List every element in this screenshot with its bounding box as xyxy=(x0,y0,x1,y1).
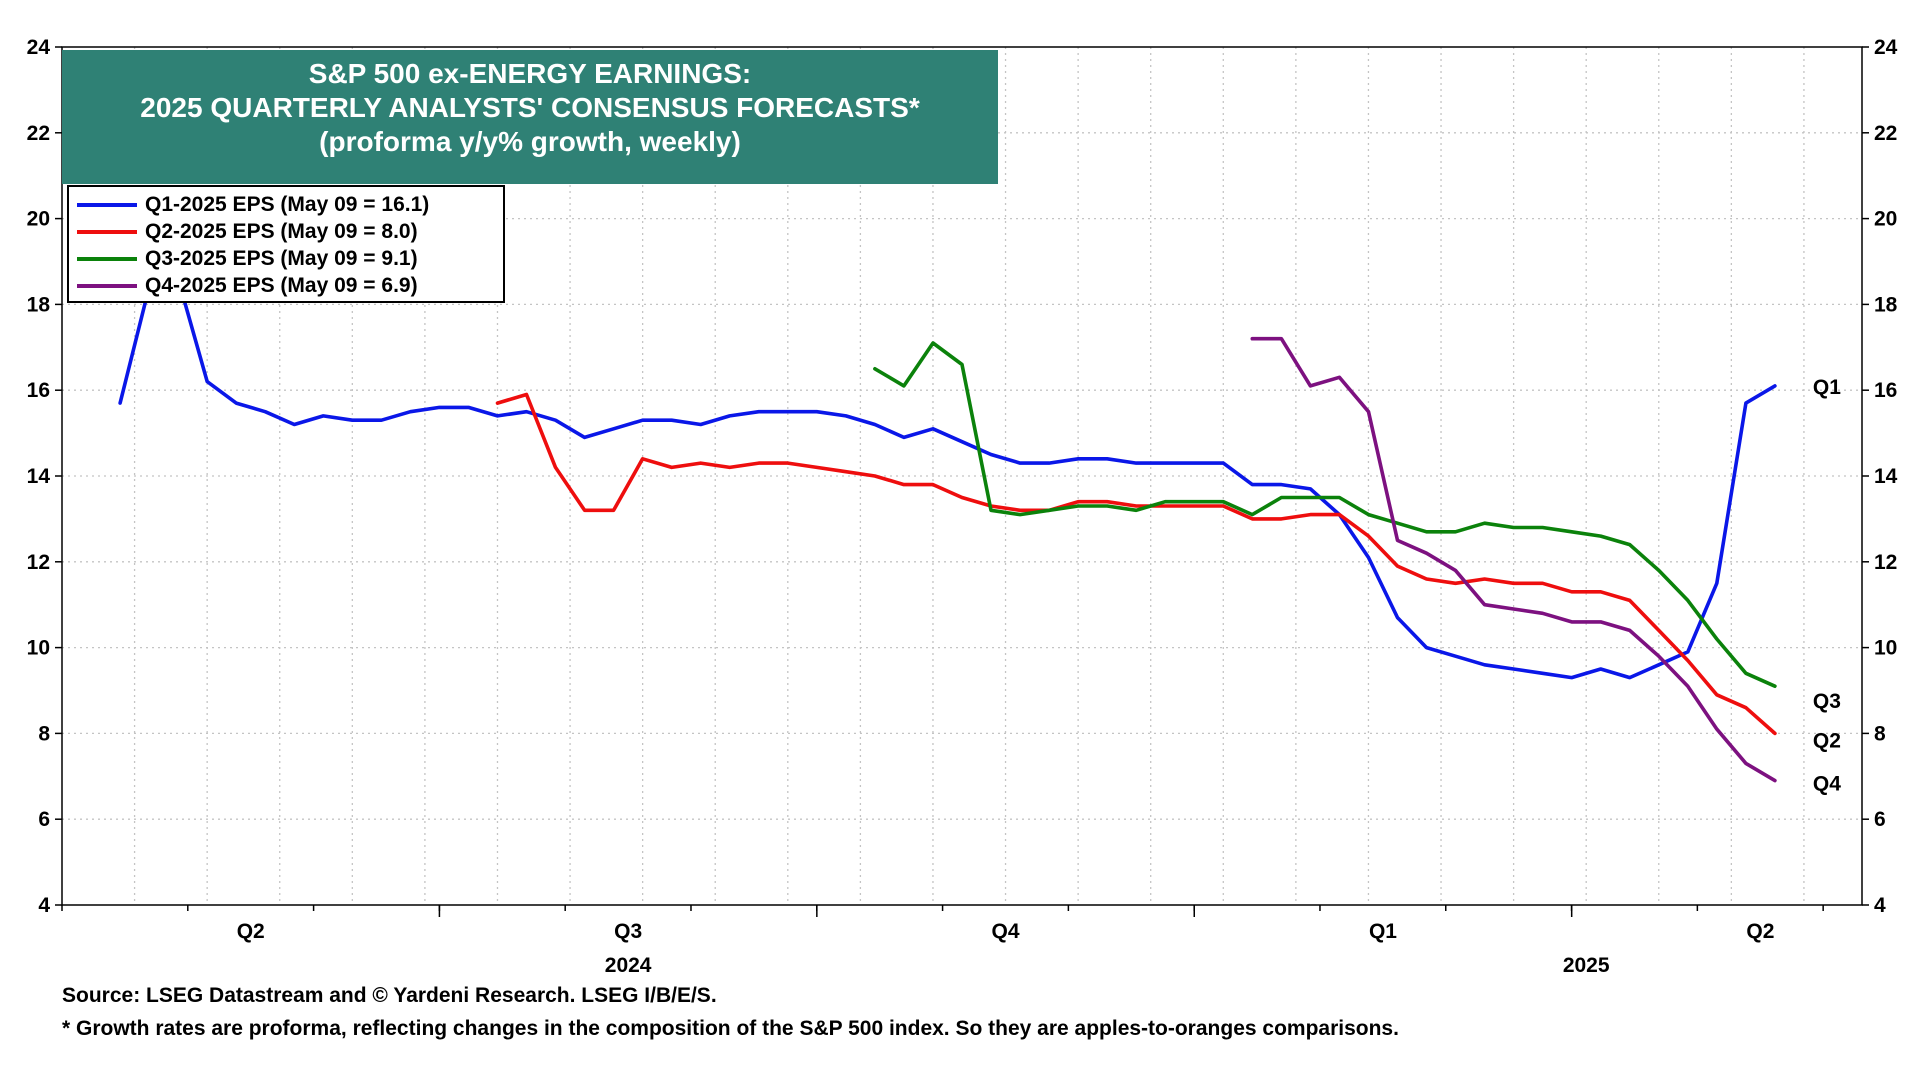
y-tick-label-right: 22 xyxy=(1874,122,1897,145)
growth-footnote: * Growth rates are proforma, reflecting … xyxy=(62,1017,1399,1040)
y-tick-label-left: 12 xyxy=(27,551,50,574)
y-tick-label-left: 10 xyxy=(27,637,50,660)
chart-legend: Q1-2025 EPS (May 09 = 16.1) Q2-2025 EPS … xyxy=(67,185,505,303)
chart-title-line-1: S&P 500 ex-ENERGY EARNINGS: xyxy=(308,58,752,89)
y-axis-left: 4 6 8 10 12 14 16 18 20 22 24 xyxy=(27,36,62,917)
series-end-label-q1: Q1 xyxy=(1813,376,1841,399)
y-tick-label-left: 16 xyxy=(27,379,50,402)
series-line-q4 xyxy=(1250,336,1777,783)
legend-item-q4: Q4-2025 EPS (May 09 = 6.9) xyxy=(69,272,503,299)
chart-subtitle: (proforma y/y% growth, weekly) xyxy=(319,126,741,157)
legend-item-q3: Q3-2025 EPS (May 09 = 9.1) xyxy=(69,245,503,272)
series-line-q2 xyxy=(495,392,1777,736)
legend-swatch-q4 xyxy=(77,283,137,288)
x-year-label: 2025 xyxy=(1563,954,1610,977)
x-quarter-label: Q2 xyxy=(237,920,265,943)
legend-label-q3: Q3-2025 EPS (May 09 = 9.1) xyxy=(145,246,418,270)
x-quarter-label: Q3 xyxy=(614,920,642,943)
x-axis: Q2 Q3 Q4 Q1 Q2 2024 2025 xyxy=(61,905,1824,977)
series-layer xyxy=(118,276,1777,783)
chart-title-line-2: 2025 QUARTERLY ANALYSTS' CONSENSUS FOREC… xyxy=(140,92,920,123)
y-tick-label-left: 6 xyxy=(38,808,50,831)
series-end-label-q2: Q2 xyxy=(1813,729,1841,752)
legend-swatch-q3 xyxy=(77,256,137,261)
y-tick-label-right: 20 xyxy=(1874,208,1897,231)
series-line-q3 xyxy=(873,341,1777,689)
y-tick-label-right: 4 xyxy=(1874,894,1886,917)
legend-item-q1: Q1-2025 EPS (May 09 = 16.1) xyxy=(69,191,503,218)
series-line-q1 xyxy=(118,276,1777,680)
series-end-label-q4: Q4 xyxy=(1813,773,1841,796)
legend-swatch-q1 xyxy=(77,202,137,207)
y-tick-label-right: 14 xyxy=(1874,465,1898,488)
y-tick-label-left: 14 xyxy=(27,465,51,488)
chart-title-box: S&P 500 ex-ENERGY EARNINGS: 2025 QUARTER… xyxy=(62,50,998,184)
x-quarter-label: Q4 xyxy=(992,920,1020,943)
y-tick-label-right: 18 xyxy=(1874,293,1898,316)
legend-swatch-q2 xyxy=(77,229,137,234)
legend-label-q4: Q4-2025 EPS (May 09 = 6.9) xyxy=(145,273,418,297)
legend-item-q2: Q2-2025 EPS (May 09 = 8.0) xyxy=(69,218,503,245)
y-tick-label-left: 18 xyxy=(27,293,51,316)
y-tick-label-right: 6 xyxy=(1874,808,1886,831)
x-quarter-label: Q1 xyxy=(1369,920,1397,943)
chart-grid xyxy=(62,47,1862,905)
legend-label-q1: Q1-2025 EPS (May 09 = 16.1) xyxy=(145,192,430,216)
x-year-label: 2024 xyxy=(605,954,652,977)
y-axis-right: 4 6 8 10 12 14 16 18 20 22 24 xyxy=(1862,36,1898,917)
y-tick-label-left: 20 xyxy=(27,208,50,231)
y-tick-label-left: 4 xyxy=(38,894,50,917)
y-tick-label-left: 8 xyxy=(38,722,50,745)
y-tick-label-right: 8 xyxy=(1874,722,1886,745)
legend-label-q2: Q2-2025 EPS (May 09 = 8.0) xyxy=(145,219,418,243)
y-tick-label-right: 24 xyxy=(1874,36,1898,59)
y-tick-label-right: 12 xyxy=(1874,551,1897,574)
series-end-labels: Q1 Q2 Q3 Q4 xyxy=(1813,376,1841,796)
y-tick-label-left: 24 xyxy=(27,36,51,59)
y-tick-label-right: 16 xyxy=(1874,379,1897,402)
series-end-label-q3: Q3 xyxy=(1813,690,1841,713)
x-quarter-label: Q2 xyxy=(1746,920,1774,943)
y-tick-label-left: 22 xyxy=(27,122,50,145)
y-tick-label-right: 10 xyxy=(1874,637,1897,660)
source-note: Source: LSEG Datastream and © Yardeni Re… xyxy=(62,984,717,1007)
